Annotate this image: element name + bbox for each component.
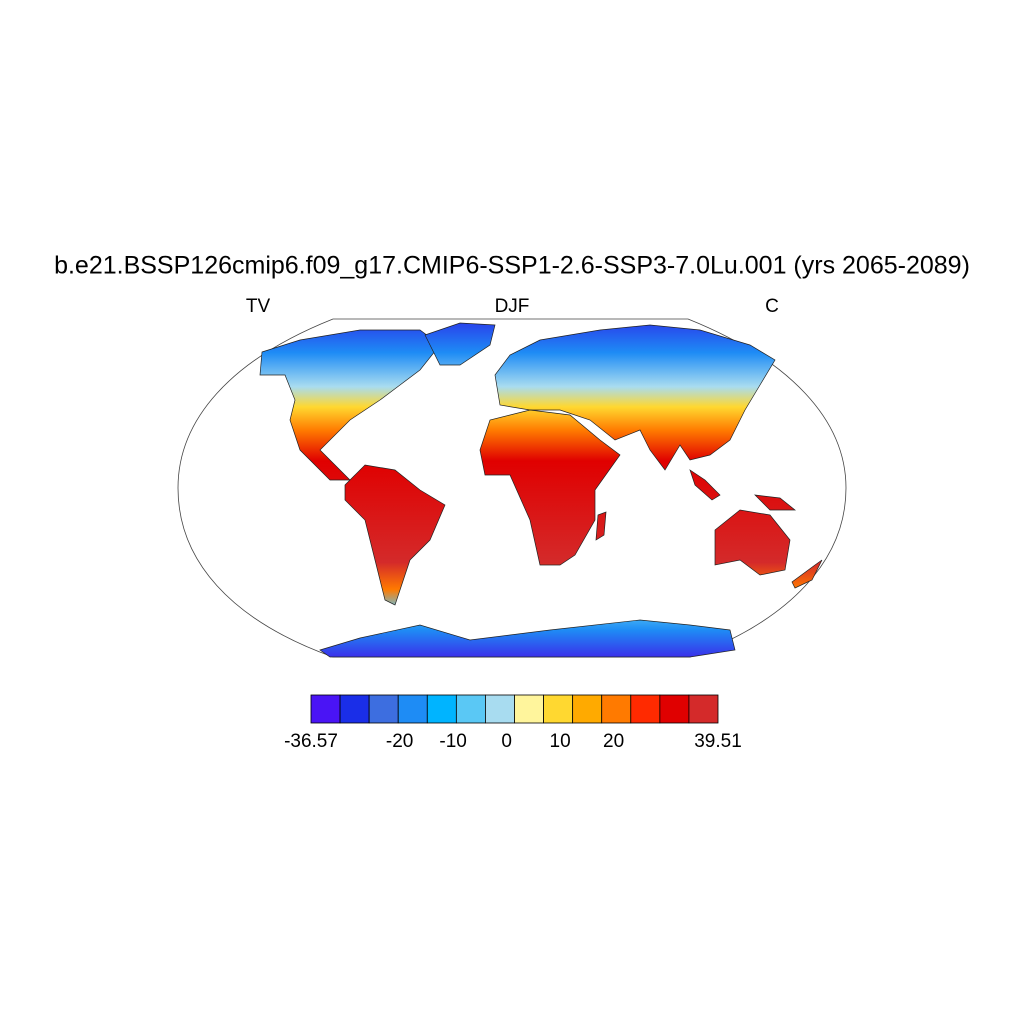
antarctica (319, 619, 736, 658)
colorbar-tick-label: 10 (550, 731, 571, 752)
right-label: C (765, 296, 779, 317)
indonesia (689, 469, 721, 501)
colorbar: -36.57 -20 -10 0 10 20 39.51 (284, 694, 742, 752)
colorbar-box (310, 694, 341, 724)
title: b.e21.BSSP126cmip6.f09_g17.CMIP6-SSP1-2.… (54, 252, 970, 280)
colorbar-tick-label: -36.57 (284, 731, 338, 752)
colorbar-box (543, 694, 574, 724)
center-label: DJF (495, 296, 530, 317)
eurasia (494, 324, 776, 471)
south-america (344, 464, 446, 606)
colorbar-box (368, 694, 399, 724)
colorbar-box (659, 694, 690, 724)
colorbar-tick-label: 39.51 (694, 731, 742, 752)
colorbar-box (426, 694, 457, 724)
colorbar-box (688, 694, 719, 724)
africa (479, 409, 621, 566)
left-label: TV (246, 296, 271, 317)
colorbar-box (455, 694, 486, 724)
colorbar-tick-label: 20 (603, 731, 624, 752)
madagascar (595, 511, 607, 541)
greenland (424, 322, 496, 366)
north-america (259, 329, 441, 481)
colorbar-box (601, 694, 632, 724)
colorbar-tick-label: 0 (501, 731, 512, 752)
colorbar-box (397, 694, 428, 724)
colorbar-tick-label: -10 (439, 731, 466, 752)
colorbar-box (339, 694, 370, 724)
map (177, 318, 847, 658)
colorbar-box (630, 694, 661, 724)
colorbar-box (485, 694, 515, 724)
colorbar-tick-label: -20 (386, 731, 413, 752)
colorbar-box (572, 694, 603, 724)
new-zealand (791, 559, 823, 589)
australia (714, 509, 791, 576)
colorbar-box (514, 694, 544, 724)
new-guinea (754, 494, 796, 511)
